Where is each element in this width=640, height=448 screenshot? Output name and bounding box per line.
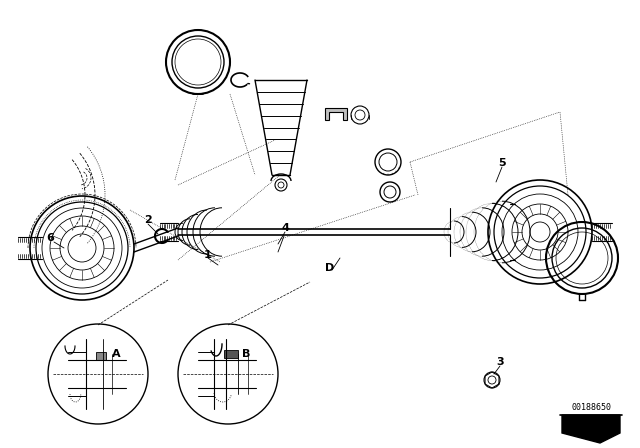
Bar xyxy=(224,350,238,358)
Polygon shape xyxy=(325,108,347,120)
Text: 00188650: 00188650 xyxy=(571,402,611,412)
Text: 1: 1 xyxy=(204,250,212,260)
Text: 4: 4 xyxy=(281,223,289,233)
Text: 3: 3 xyxy=(496,357,504,367)
Polygon shape xyxy=(562,415,620,443)
Text: 5: 5 xyxy=(498,158,506,168)
Text: D: D xyxy=(325,263,335,273)
Text: 6: 6 xyxy=(46,233,54,243)
Text: B: B xyxy=(242,349,250,359)
Bar xyxy=(96,352,106,360)
Text: 2: 2 xyxy=(144,215,152,225)
Text: A: A xyxy=(112,349,120,359)
